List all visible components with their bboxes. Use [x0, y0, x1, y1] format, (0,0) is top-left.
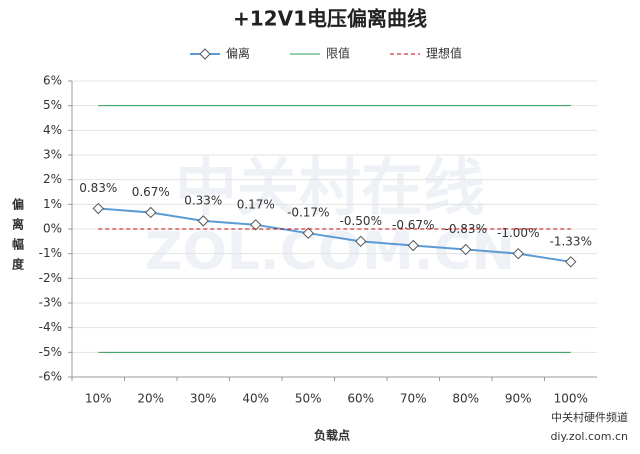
y-axis-label: 偏: [12, 197, 24, 212]
point: [407, 239, 419, 252]
data-label: -0.17%: [287, 206, 329, 220]
x-tick-label: 30%: [190, 392, 217, 406]
point: [145, 206, 157, 219]
legend-label: 偏离: [226, 46, 250, 61]
watermark: 中关村在线: [175, 151, 485, 224]
y-tick-label: 1%: [43, 197, 62, 211]
y-tick-label: 3%: [43, 148, 62, 162]
chart-title: +12V1电压偏离曲线: [233, 7, 427, 31]
series-line: [98, 207, 571, 263]
watermark: ZOL.COM.CN: [145, 222, 515, 282]
data-label: -1.00%: [497, 226, 539, 240]
point: [355, 235, 367, 248]
y-tick-label: -6%: [39, 370, 62, 384]
x-axis-label: 负载点: [314, 428, 350, 443]
x-tick-label: 10%: [85, 392, 112, 406]
y-axis-label: 离: [12, 217, 24, 232]
y-tick-label: 2%: [43, 172, 62, 186]
legend-label: 理想值: [426, 46, 462, 61]
point: [302, 227, 314, 239]
point: [250, 219, 262, 231]
source: 中关村硬件频道: [551, 410, 628, 424]
x-tick-label: 40%: [242, 392, 269, 406]
point: [197, 215, 209, 227]
y-tick-label: 0%: [43, 222, 62, 236]
y-tick-label: -3%: [39, 296, 62, 310]
y-tick-label: -4%: [39, 320, 62, 334]
y-tick-label: -2%: [39, 271, 62, 285]
source: diy.zol.com.cn: [550, 430, 628, 443]
x-tick-label: 80%: [452, 392, 479, 406]
data-label: 0.17%: [237, 197, 275, 211]
data-label: 0.33%: [184, 193, 222, 207]
y-tick-label: 6%: [43, 74, 62, 88]
x-tick-label: 90%: [505, 392, 532, 406]
legend-marker: [199, 48, 211, 60]
point: [92, 202, 104, 215]
data-label: -1.33%: [550, 234, 592, 248]
data-label: -0.67%: [392, 218, 434, 232]
x-tick-label: 20%: [137, 392, 164, 406]
data-label: -0.50%: [340, 214, 382, 228]
y-tick-label: 5%: [43, 98, 62, 112]
point: [565, 256, 577, 268]
x-tick-label: 70%: [400, 392, 427, 406]
y-axis-label: 幅: [12, 237, 24, 252]
y-tick-label: -5%: [39, 345, 62, 359]
data-label: 0.83%: [79, 181, 117, 195]
point: [512, 247, 524, 260]
legend-label: 限值: [326, 46, 350, 61]
y-axis-label: 度: [12, 257, 25, 272]
x-tick-label: 100%: [554, 392, 588, 406]
x-tick-label: 60%: [347, 392, 374, 406]
x-tick-label: 50%: [295, 392, 322, 406]
y-tick-label: 4%: [43, 123, 62, 137]
point: [460, 243, 472, 256]
data-label: 0.67%: [132, 185, 170, 199]
y-tick-label: -1%: [39, 246, 62, 260]
